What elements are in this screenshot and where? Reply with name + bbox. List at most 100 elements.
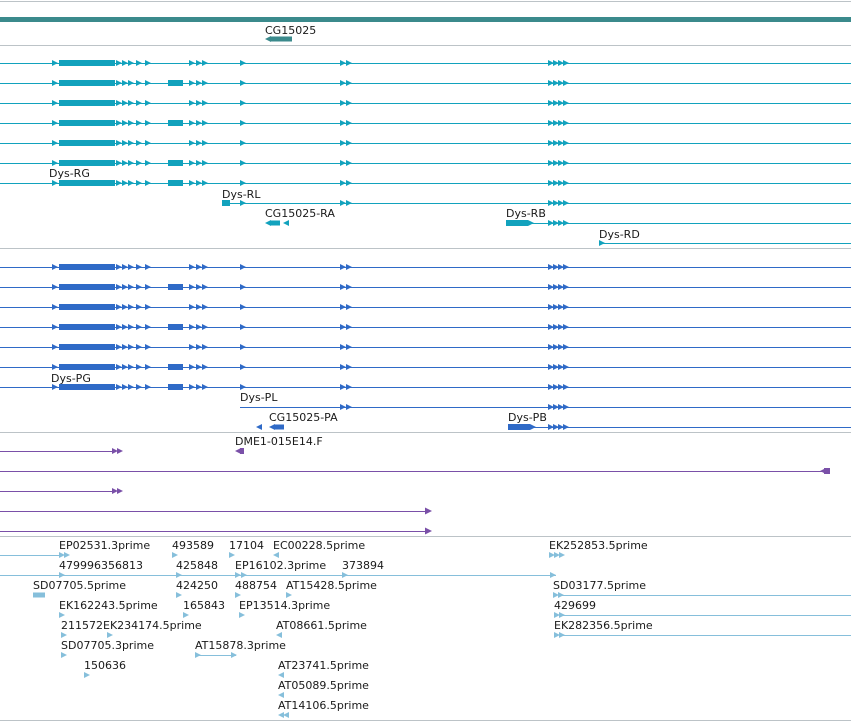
strand-arrow (340, 60, 346, 66)
strand-arrow (240, 180, 246, 186)
strand-arrow (558, 364, 564, 370)
strand-arrow (346, 364, 352, 370)
strand-arrow (136, 60, 142, 66)
strand-arrow (563, 100, 569, 106)
strand-arrow (548, 220, 554, 226)
strand-arrow (52, 140, 58, 146)
strand-arrow (559, 552, 565, 558)
cdna-label: 424250 (176, 579, 218, 592)
cdna-label: AT08661.5prime (276, 619, 367, 632)
strand-arrow (136, 364, 142, 370)
strand-arrow (553, 220, 559, 226)
strand-arrow (548, 344, 554, 350)
strand-arrow (553, 140, 559, 146)
strand-arrow (117, 488, 123, 494)
strand-arrow (563, 200, 569, 206)
strand-arrow (240, 60, 246, 66)
strand-arrow (548, 324, 554, 330)
strand-arrow (235, 572, 241, 578)
exon-block (59, 264, 115, 270)
strand-arrow (563, 180, 569, 186)
strand-arrow (145, 324, 151, 330)
strand-arrow (122, 324, 128, 330)
strand-arrow (548, 180, 554, 186)
strand-arrow (145, 80, 151, 86)
strand-arrow (239, 612, 245, 618)
strand-arrow (202, 344, 208, 350)
strand-arrow (145, 120, 151, 126)
strand-arrow (346, 140, 352, 146)
strand-arrow (548, 384, 554, 390)
strand-arrow (196, 100, 202, 106)
est-label: DME1-015E14.F (235, 435, 323, 448)
strand-arrow (128, 100, 134, 106)
cdna-label: EP16102.3prime (235, 559, 326, 572)
exon-block (59, 284, 115, 290)
strand-arrow (240, 264, 246, 270)
strand-arrow (265, 220, 271, 226)
strand-arrow (64, 552, 70, 558)
cdna-label: AT23741.5prime (278, 659, 369, 672)
strand-arrow (563, 80, 569, 86)
strand-arrow (273, 552, 279, 558)
strand-arrow (554, 552, 560, 558)
strand-arrow (346, 404, 352, 410)
strand-arrow (128, 344, 134, 350)
strand-arrow (240, 120, 246, 126)
strand-arrow (553, 180, 559, 186)
strand-arrow (202, 324, 208, 330)
strand-arrow (563, 160, 569, 166)
strand-arrow (136, 160, 142, 166)
strand-arrow (340, 364, 346, 370)
strand-arrow (346, 200, 352, 206)
strand-arrow (172, 552, 178, 558)
strand-arrow (548, 364, 554, 370)
strand-arrow (558, 80, 564, 86)
strand-arrow (346, 344, 352, 350)
strand-arrow (340, 120, 346, 126)
strand-arrow (189, 100, 195, 106)
strand-arrow (183, 612, 189, 618)
exon-block (33, 592, 45, 598)
strand-arrow (202, 120, 208, 126)
strand-arrow (240, 80, 246, 86)
strand-arrow (122, 384, 128, 390)
strand-arrow (84, 672, 90, 678)
strand-arrow (189, 264, 195, 270)
exon-block (59, 364, 115, 370)
strand-arrow (145, 160, 151, 166)
strand-arrow (128, 384, 134, 390)
strand-arrow (278, 712, 284, 718)
strand-arrow (553, 60, 559, 66)
strand-arrow (229, 552, 235, 558)
exon-block (59, 100, 115, 106)
strand-arrow (346, 384, 352, 390)
exon-block (59, 140, 115, 146)
strand-arrow (145, 100, 151, 106)
strand-arrow (553, 284, 559, 290)
strand-arrow (176, 572, 182, 578)
strand-arrow (558, 264, 564, 270)
strand-arrow (116, 264, 122, 270)
strand-arrow (196, 284, 202, 290)
strand-arrow (340, 100, 346, 106)
strand-arrow (122, 100, 128, 106)
strand-arrow (346, 304, 352, 310)
strand-arrow (563, 264, 569, 270)
strand-arrow (145, 60, 151, 66)
strand-arrow (563, 324, 569, 330)
cdna-label: 373894 (342, 559, 384, 572)
strand-arrow (558, 100, 564, 106)
strand-arrow (553, 80, 559, 86)
strand-arrow (286, 592, 292, 598)
strand-arrow (283, 712, 289, 718)
strand-arrow (241, 572, 247, 578)
exon-block (59, 160, 115, 166)
strand-arrow (231, 652, 237, 658)
transcript-label: Dys-RB (506, 207, 546, 220)
strand-arrow (548, 160, 554, 166)
strand-arrow (61, 632, 67, 638)
strand-arrow (128, 140, 134, 146)
exon-block (59, 304, 115, 310)
